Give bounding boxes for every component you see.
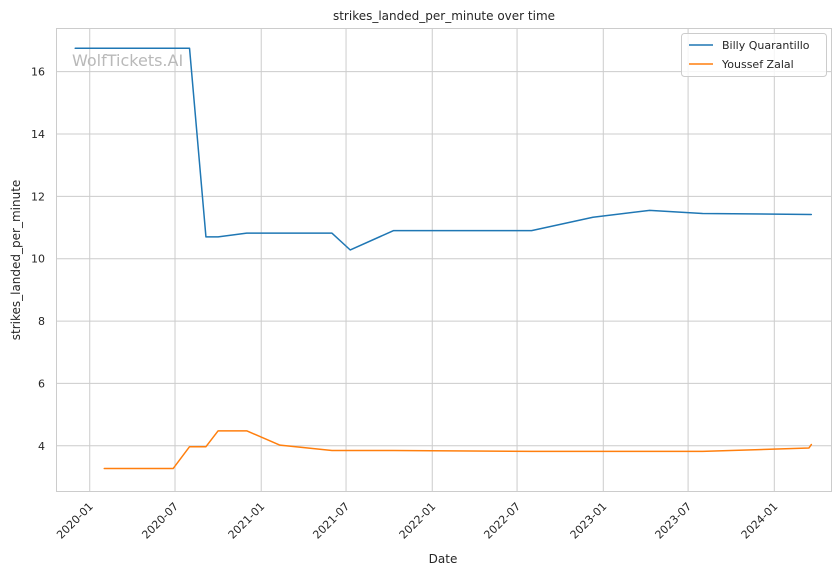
x-tick-label: 2022-07 [481,500,523,542]
x-tick-label: 2023-07 [653,500,695,542]
x-tick-label: 2024-01 [739,500,781,542]
x-tick-label: 2023-01 [568,500,610,542]
series-line-billy-quarantillo [74,47,813,251]
x-tick-label: 2021-07 [310,500,352,542]
legend: Billy Quarantillo Youssef Zalal [681,33,827,77]
y-tick-label: 14 [31,128,45,141]
legend-label-billy: Billy Quarantillo [722,39,810,52]
series-layer [74,47,813,470]
x-tick-label: 2022-01 [397,500,439,542]
x-axis-label: Date [429,552,458,566]
y-tick-label: 10 [31,253,45,266]
y-axis: 4 6 8 10 12 14 16 [31,66,45,453]
y-tick-label: 6 [38,377,45,390]
y-tick-label: 8 [38,315,45,328]
legend-label-youssef: Youssef Zalal [721,58,794,71]
y-tick-label: 4 [38,440,45,453]
x-tick-label: 2021-01 [226,500,268,542]
x-gridlines [89,28,775,491]
y-tick-label: 16 [31,66,45,79]
y-axis-label: strikes_landed_per_minute [9,180,23,341]
x-tick-label: 2020-01 [54,500,96,542]
x-tick-label: 2020-07 [139,500,181,542]
watermark: WolfTickets.AI [72,51,183,70]
y-gridlines [56,71,831,447]
y-tick-label: 12 [31,190,45,203]
chart-title: strikes_landed_per_minute over time [333,9,555,23]
legend-box [681,33,827,77]
series-line-youssef-zalal [103,430,813,470]
x-axis: 2020-01 2020-07 2021-01 2021-07 2022-01 2022-… [54,500,780,542]
plot-frame [56,28,832,492]
